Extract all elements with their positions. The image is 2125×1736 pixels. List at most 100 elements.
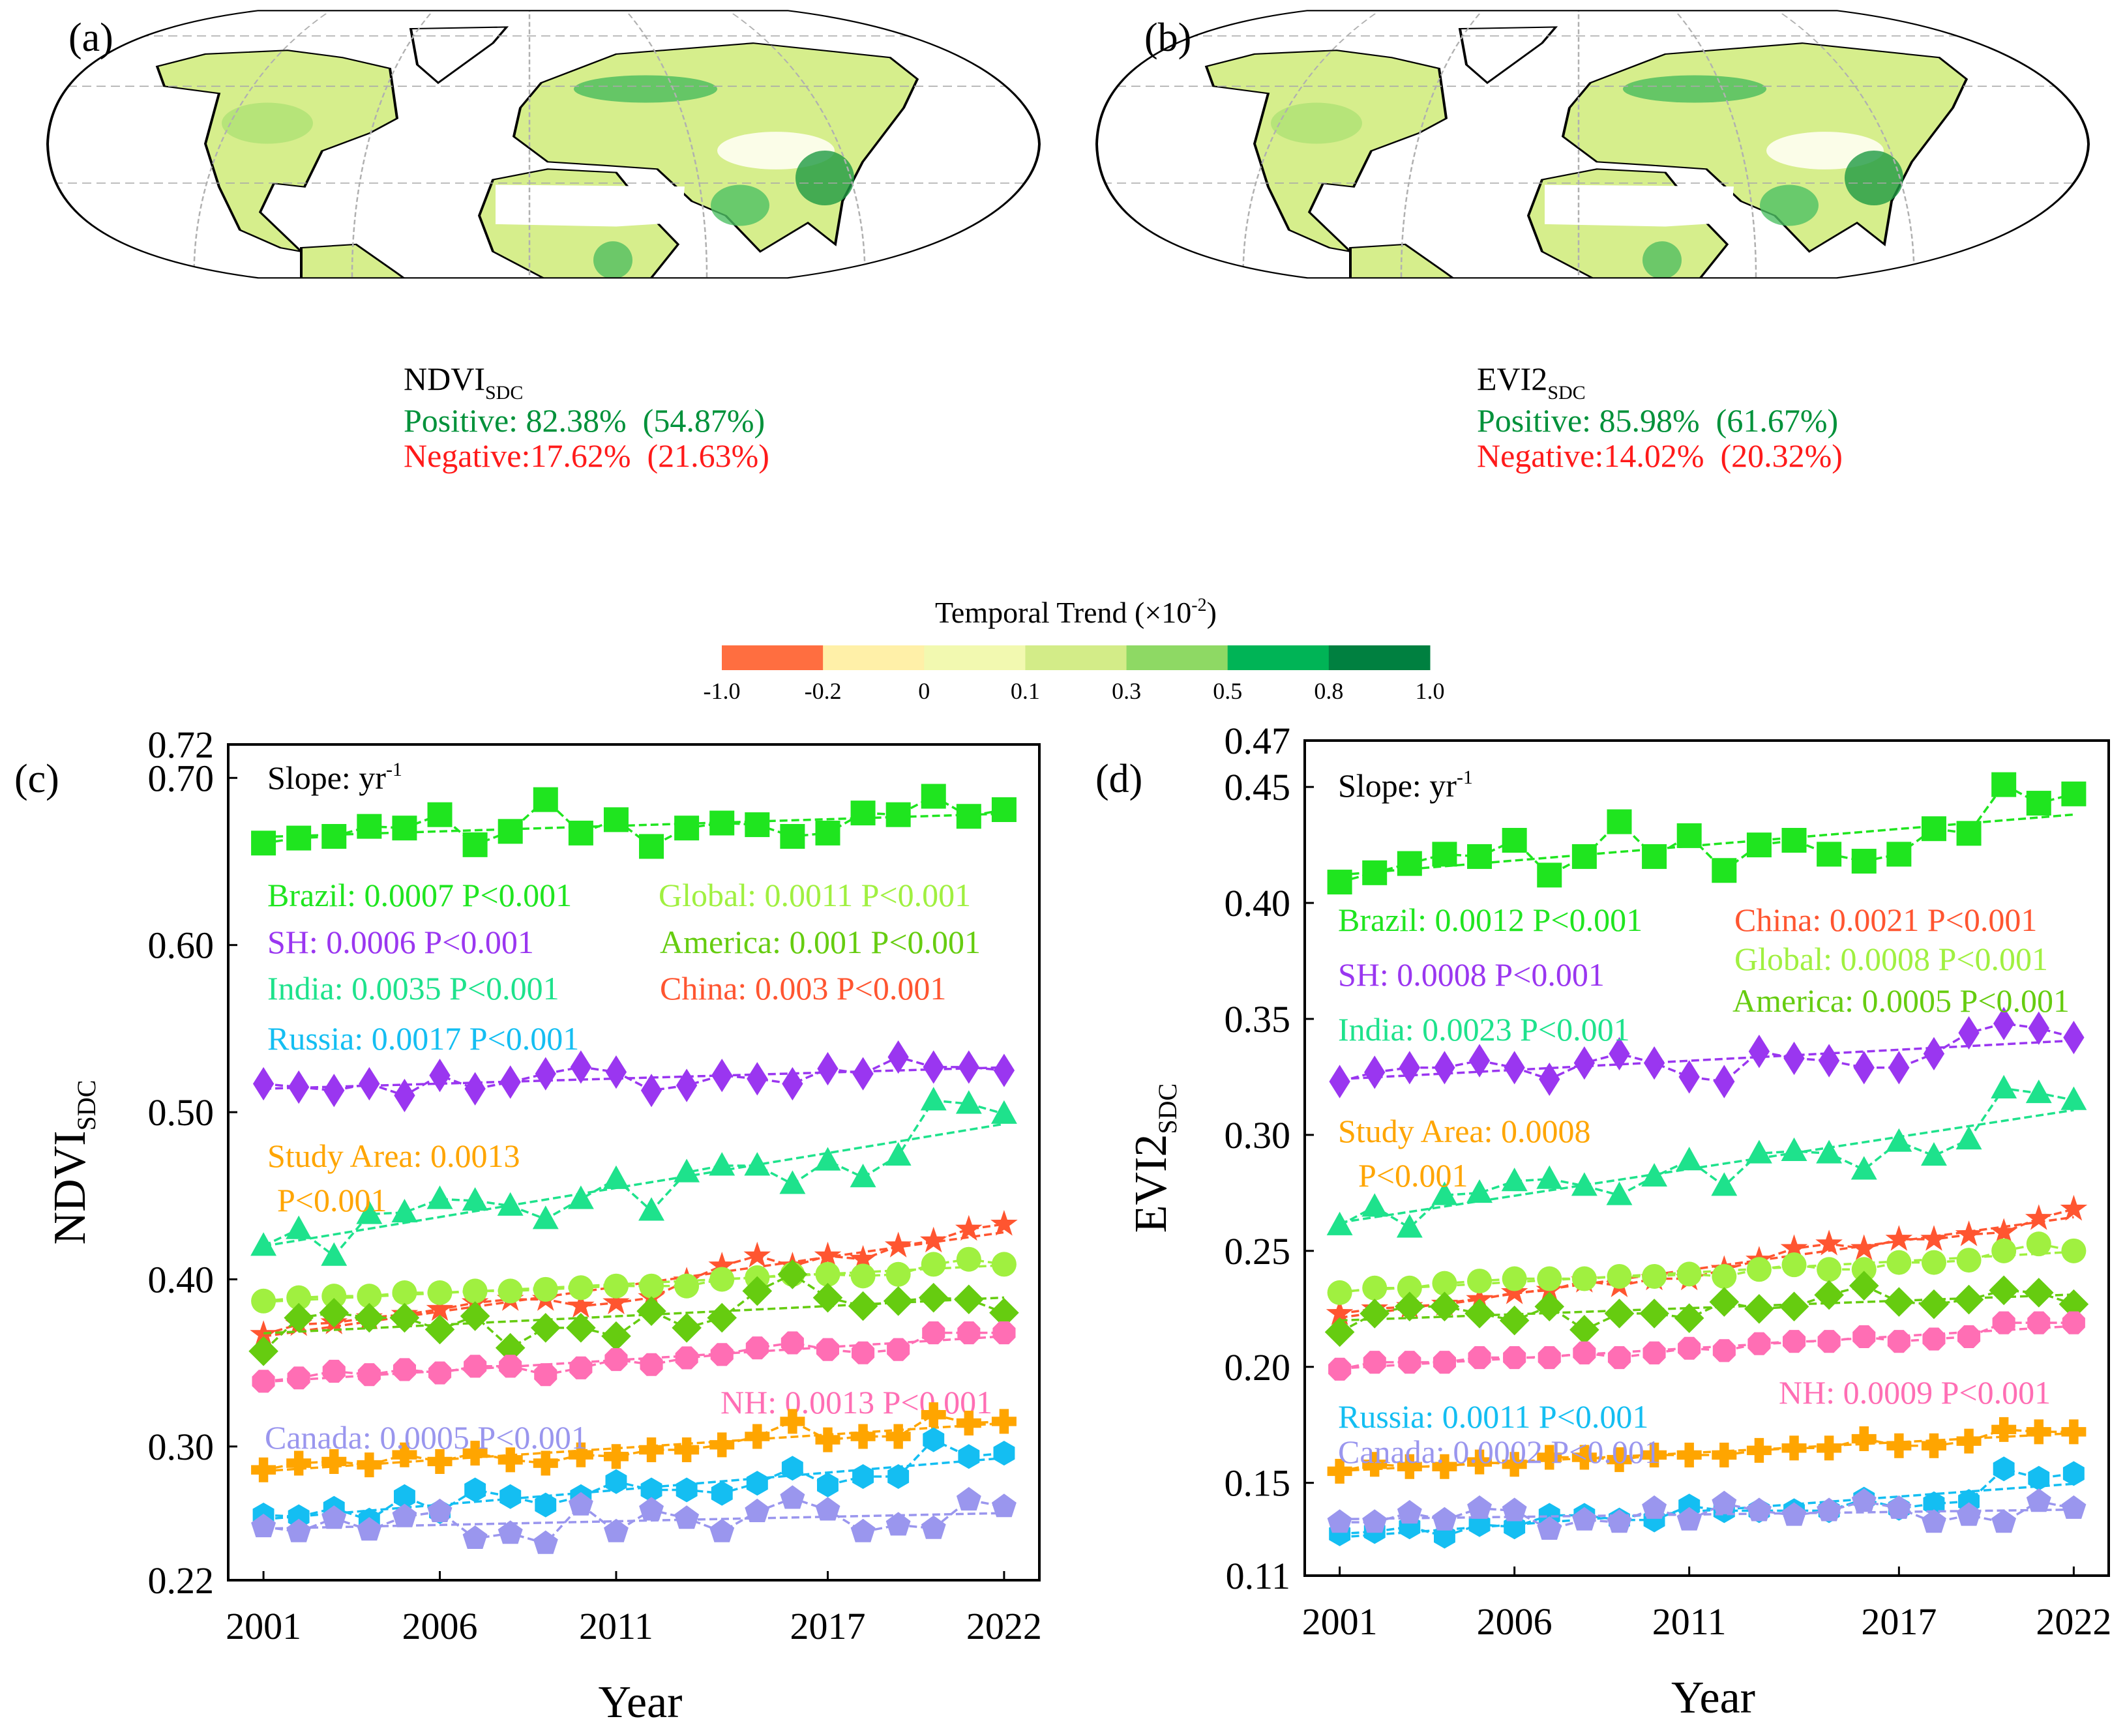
- data-point: [1712, 858, 1737, 883]
- data-point: [1395, 1291, 1425, 1322]
- data-point: [1642, 1341, 1666, 1364]
- data-point: [1956, 821, 1982, 846]
- data-point: [1886, 842, 1912, 867]
- data-point: [958, 1444, 980, 1469]
- data-point: [1676, 1261, 1702, 1287]
- series-line: [263, 795, 1005, 848]
- data-point: [1851, 1426, 1877, 1452]
- data-point: [993, 1441, 1015, 1466]
- data-point: [1502, 1497, 1527, 1522]
- data-point: [322, 1359, 346, 1383]
- data-point: [1816, 1140, 1843, 1164]
- data-point: [1396, 1214, 1423, 1238]
- data-point: [848, 1291, 878, 1321]
- data-point: [570, 1050, 592, 1084]
- data-point: [428, 1361, 452, 1385]
- data-point: [956, 1487, 981, 1511]
- data-point: [462, 1278, 488, 1304]
- data-point: [603, 1444, 629, 1469]
- data-point: [1642, 1263, 1667, 1289]
- data-point: [1432, 1271, 1457, 1296]
- map-index-title: EVI2SDC: [1477, 360, 1586, 404]
- data-point: [887, 1338, 910, 1361]
- data-point: [780, 1331, 804, 1355]
- index-subscript: SDC: [1547, 382, 1585, 404]
- data-point: [1362, 1509, 1388, 1533]
- series-line: [263, 1497, 1005, 1545]
- data-point: [357, 1284, 382, 1309]
- y-tick-label: 0.60: [148, 924, 215, 967]
- data-point: [1746, 1497, 1772, 1522]
- data-point: [954, 1284, 984, 1315]
- data-point: [462, 1187, 488, 1211]
- data-point: [1746, 1257, 1772, 1282]
- y-tick-label: 0.72: [148, 724, 215, 766]
- data-point: [566, 1313, 596, 1343]
- data-point: [2061, 1419, 2087, 1445]
- data-point: [603, 807, 629, 832]
- data-point: [321, 1284, 347, 1309]
- data-point: [1781, 1137, 1807, 1162]
- data-point: [319, 1297, 349, 1328]
- data-point: [744, 1152, 771, 1176]
- trend-line: [1339, 1109, 2074, 1224]
- y-tick-label: 0.30: [148, 1426, 215, 1468]
- data-point: [498, 819, 523, 844]
- y-tick-label: 0.22: [148, 1559, 215, 1602]
- plot-frame: [227, 743, 1041, 1582]
- data-point: [1641, 1163, 1668, 1187]
- data-point: [990, 1210, 1018, 1236]
- data-point: [674, 1273, 700, 1299]
- series-sh: [1329, 1007, 2085, 1098]
- data-point: [745, 1336, 769, 1360]
- data-point: [1499, 1305, 1530, 1336]
- data-point: [638, 1197, 664, 1221]
- slope-unit-text: Slope: yr: [267, 759, 386, 796]
- series-brazil: [1327, 772, 2087, 895]
- data-point: [1886, 1250, 1912, 1275]
- colorbar-tick-label: -0.2: [805, 678, 842, 704]
- data-point: [1781, 828, 1807, 853]
- data-point: [780, 824, 805, 849]
- positive-percent: Positive: 85.98% (61.67%): [1477, 402, 1838, 439]
- data-point: [1329, 1065, 1350, 1098]
- data-point: [636, 1296, 666, 1326]
- data-point: [780, 1409, 805, 1434]
- plot-frame: [1303, 739, 2110, 1577]
- series-line: [1339, 1087, 2074, 1229]
- data-point: [567, 1185, 594, 1209]
- y-tick-label: 0.15: [1225, 1462, 1291, 1505]
- data-point: [394, 1078, 415, 1113]
- data-point: [2062, 1461, 2085, 1486]
- data-point: [1399, 1051, 1420, 1085]
- panel-label-b: (b): [1144, 16, 1191, 60]
- data-point: [922, 1321, 945, 1345]
- data-point: [1467, 1269, 1493, 1294]
- data-point: [1991, 772, 2017, 797]
- data-point: [640, 1353, 663, 1376]
- data-point: [321, 1449, 347, 1474]
- data-point: [1573, 1046, 1596, 1080]
- data-point: [251, 831, 276, 856]
- data-point: [923, 1050, 944, 1084]
- series-study-area: [251, 1402, 1017, 1482]
- data-point: [1817, 1257, 1842, 1282]
- data-point: [391, 1199, 418, 1223]
- data-point: [885, 1261, 911, 1287]
- data-point: [427, 1498, 453, 1522]
- colorbar-tick-label: 0.3: [1112, 678, 1141, 704]
- data-point: [392, 1280, 417, 1305]
- y-axis-label-text: NDVI: [45, 1130, 95, 1244]
- trend-line: [1339, 1482, 2074, 1538]
- data-point: [1712, 1442, 1737, 1467]
- data-point: [286, 825, 312, 851]
- data-point: [1432, 1454, 1457, 1479]
- y-tick-label: 0.40: [148, 1258, 215, 1301]
- data-point: [1885, 1225, 1913, 1251]
- data-point: [1991, 1417, 2017, 1442]
- trend-line: [263, 1231, 1005, 1338]
- data-point: [603, 1273, 629, 1299]
- index-name: NDVI: [404, 360, 485, 397]
- data-point: [533, 1530, 558, 1554]
- data-point: [817, 1472, 839, 1497]
